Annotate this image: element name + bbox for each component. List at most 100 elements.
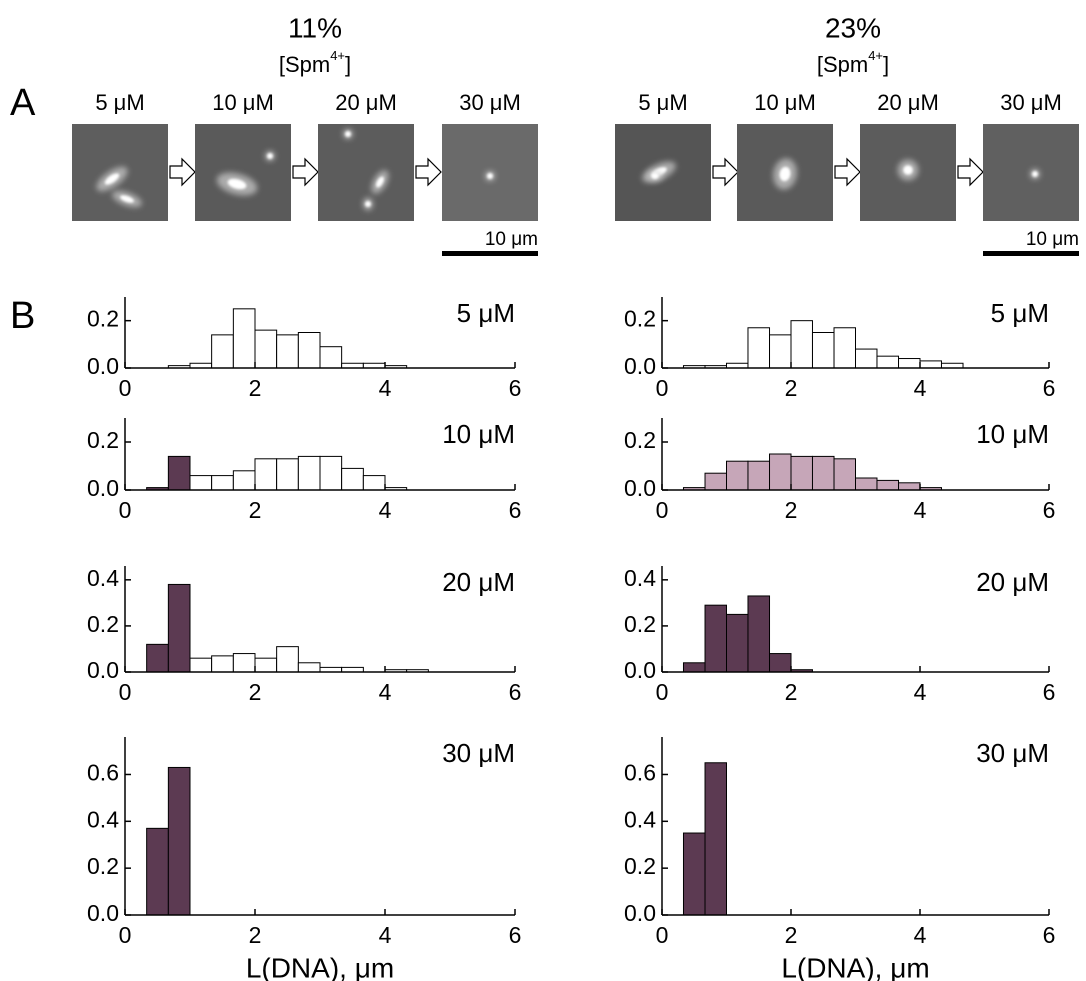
y-tick-label: 0.6 <box>624 760 656 786</box>
bar <box>682 662 706 673</box>
bar <box>747 460 771 491</box>
y-tick-label: 0.0 <box>87 475 119 501</box>
bar <box>790 455 813 491</box>
bar <box>297 662 321 673</box>
bar <box>276 458 299 491</box>
bar <box>189 657 213 673</box>
x-tick-label: 0 <box>119 497 132 523</box>
bar <box>769 334 792 369</box>
dna-core <box>227 178 247 190</box>
y-tick-label: 0.2 <box>624 427 656 453</box>
x-tick-label: 4 <box>379 497 392 523</box>
bar <box>876 479 900 491</box>
bar <box>211 655 234 673</box>
bar <box>341 467 364 491</box>
subtitle-text: [Spm <box>817 52 868 77</box>
bar <box>704 762 727 916</box>
bar <box>319 346 343 369</box>
bar <box>833 458 856 491</box>
concentration-label: 5 μM <box>638 90 687 115</box>
bar <box>254 458 278 491</box>
y-tick-label: 0.0 <box>624 475 656 501</box>
x-tick-label: 4 <box>914 922 927 948</box>
bar <box>747 327 771 369</box>
bar <box>811 332 835 369</box>
chart-annotation: 30 μM <box>442 738 515 768</box>
x-tick-label: 0 <box>656 922 669 948</box>
dna-core <box>120 195 134 203</box>
bar <box>254 657 278 673</box>
arrow <box>415 157 442 187</box>
panel-label: B <box>10 295 35 337</box>
bar <box>297 332 321 369</box>
dna-core <box>104 173 120 185</box>
x-tick-label: 0 <box>656 497 669 523</box>
y-tick-label: 0.2 <box>87 306 119 332</box>
dna-core <box>376 176 384 188</box>
group-subtitle: [Spm4+] <box>279 48 351 76</box>
arrow <box>957 157 984 187</box>
x-tick-label: 4 <box>914 375 927 401</box>
x-tick-label: 6 <box>509 497 522 523</box>
x-tick-label: 6 <box>1043 375 1056 401</box>
y-tick-label: 0.2 <box>87 427 119 453</box>
subtitle-close: ] <box>883 52 889 77</box>
bar <box>211 475 234 491</box>
chart-annotation: 5 μM <box>991 298 1049 328</box>
dna-core <box>903 165 913 175</box>
bar <box>811 455 835 491</box>
x-tick-label: 0 <box>656 679 669 705</box>
bar <box>898 358 921 369</box>
group-title: 23% <box>825 12 881 43</box>
x-tick-label: 2 <box>785 922 798 948</box>
chart-annotation: 20 μM <box>442 567 515 597</box>
bar <box>898 482 921 491</box>
bar <box>682 832 706 916</box>
bar <box>855 348 878 369</box>
y-tick-label: 0.4 <box>624 565 656 591</box>
x-tick-label: 4 <box>379 922 392 948</box>
concentration-label: 20 μM <box>877 90 939 115</box>
bar <box>232 470 256 491</box>
bar <box>704 604 727 673</box>
x-tick-label: 6 <box>509 375 522 401</box>
y-tick-label: 0.2 <box>624 306 656 332</box>
concentration-label: 30 μM <box>1000 90 1062 115</box>
subtitle-close: ] <box>345 52 351 77</box>
y-tick-label: 0.0 <box>87 353 119 379</box>
bar <box>211 334 234 369</box>
group-title: 11% <box>288 12 342 43</box>
concentration-label: 10 μM <box>754 90 816 115</box>
y-tick-label: 0.0 <box>624 353 656 379</box>
y-tick-label: 0.2 <box>87 611 119 637</box>
bar <box>833 327 856 369</box>
y-tick-label: 0.4 <box>87 806 119 832</box>
x-tick-label: 4 <box>914 679 927 705</box>
arrow <box>712 157 739 187</box>
x-tick-label: 6 <box>1043 922 1056 948</box>
bar <box>189 475 213 491</box>
bar <box>167 583 191 673</box>
bar <box>726 460 749 491</box>
x-tick-label: 2 <box>785 497 798 523</box>
scale-bar <box>983 251 1079 256</box>
x-tick-label: 0 <box>119 679 132 705</box>
x-axis-label: L(DNA), μm <box>246 952 394 981</box>
bar <box>232 653 256 673</box>
y-tick-label: 0.0 <box>624 657 656 683</box>
dna-core <box>651 173 659 179</box>
group-subtitle: [Spm4+] <box>817 48 889 76</box>
bar <box>319 455 343 491</box>
x-tick-label: 2 <box>249 679 262 705</box>
subtitle-sup: 4+ <box>330 48 345 63</box>
concentration-label: 30 μM <box>459 90 521 115</box>
arrow <box>169 157 196 187</box>
bar <box>919 360 942 369</box>
bar <box>769 653 792 673</box>
micrograph <box>195 124 291 221</box>
bar <box>276 646 299 673</box>
x-tick-label: 6 <box>509 679 522 705</box>
subtitle-text: [Spm <box>279 52 330 77</box>
y-tick-label: 0.4 <box>87 565 119 591</box>
y-tick-label: 0.2 <box>624 611 656 637</box>
